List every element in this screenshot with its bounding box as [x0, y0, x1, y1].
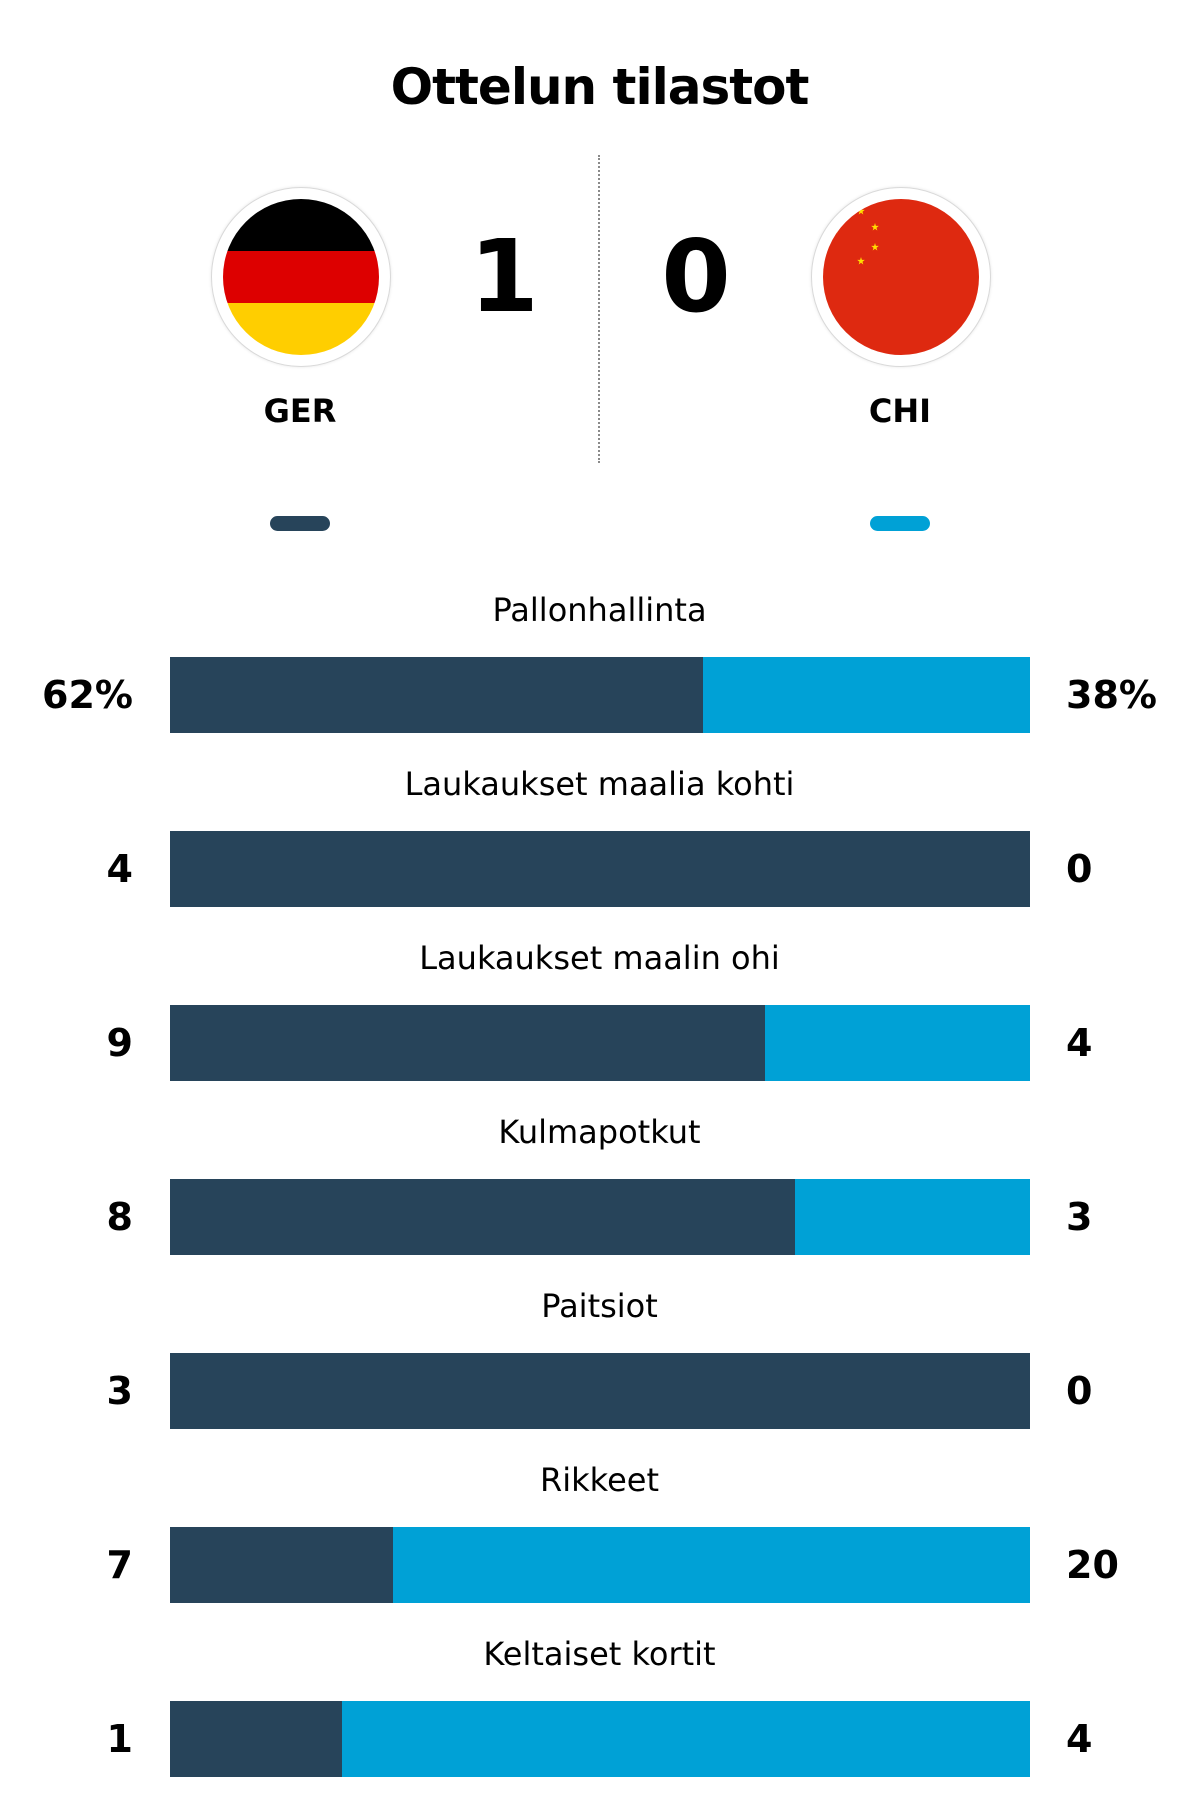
stat-away-value: 4 — [1066, 1717, 1093, 1761]
stat-bar-away-segment — [765, 1005, 1030, 1081]
stat-bar-home-segment — [170, 1179, 796, 1255]
score-divider — [598, 155, 600, 463]
stat-bar — [170, 1527, 1030, 1603]
stat-bar-home-segment — [170, 831, 1030, 907]
home-team-code: GER — [263, 392, 337, 430]
stat-bar-home-segment — [170, 1005, 766, 1081]
stat-bar-home-segment — [170, 1701, 342, 1777]
stat-away-value: 0 — [1066, 1369, 1093, 1413]
stat-home-value: 62% — [42, 673, 133, 717]
germany-flag-icon — [223, 199, 379, 355]
stat-home-value: 9 — [106, 1021, 133, 1065]
stat-bar — [170, 1701, 1030, 1777]
stat-label: Kulmapotkut — [498, 1113, 701, 1151]
stat-home-value: 3 — [106, 1369, 133, 1413]
stat-home-value: 1 — [106, 1717, 133, 1761]
stat-away-value: 38% — [1066, 673, 1157, 717]
stat-label: Rikkeet — [540, 1461, 659, 1499]
away-score: 0 — [661, 218, 731, 335]
stat-away-value: 20 — [1066, 1543, 1119, 1587]
stat-home-value: 4 — [106, 847, 133, 891]
home-color-pill — [270, 516, 330, 531]
page-title: Ottelun tilastot — [390, 58, 810, 116]
stat-bar-home-segment — [170, 1353, 1030, 1429]
stat-bar-away-segment — [703, 657, 1030, 733]
stat-away-value: 4 — [1066, 1021, 1093, 1065]
stat-label: Paitsiot — [541, 1287, 658, 1325]
stat-away-value: 0 — [1066, 847, 1093, 891]
stat-label: Laukaukset maalin ohi — [419, 939, 780, 977]
stat-bar — [170, 1005, 1030, 1081]
stat-bar — [170, 831, 1030, 907]
stat-home-value: 7 — [106, 1543, 133, 1587]
stat-bar — [170, 657, 1030, 733]
home-flag-badge — [211, 187, 391, 367]
away-color-pill — [870, 516, 930, 531]
stat-home-value: 8 — [106, 1195, 133, 1239]
stat-label: Laukaukset maalia kohti — [404, 765, 795, 803]
home-score: 1 — [469, 218, 539, 335]
stat-bar-away-segment — [795, 1179, 1030, 1255]
stat-bar — [170, 1353, 1030, 1429]
stat-bar-home-segment — [170, 1527, 393, 1603]
away-team-code: CHI — [868, 392, 932, 430]
stat-bar-away-segment — [342, 1701, 1030, 1777]
stat-bar-away-segment — [392, 1527, 1030, 1603]
stat-label: Pallonhallinta — [492, 591, 707, 629]
stat-bar-home-segment — [170, 657, 704, 733]
stat-label: Keltaiset kortit — [483, 1635, 716, 1673]
stat-away-value: 3 — [1066, 1195, 1093, 1239]
china-flag-icon — [823, 199, 979, 355]
stat-bar — [170, 1179, 1030, 1255]
away-flag-badge — [811, 187, 991, 367]
